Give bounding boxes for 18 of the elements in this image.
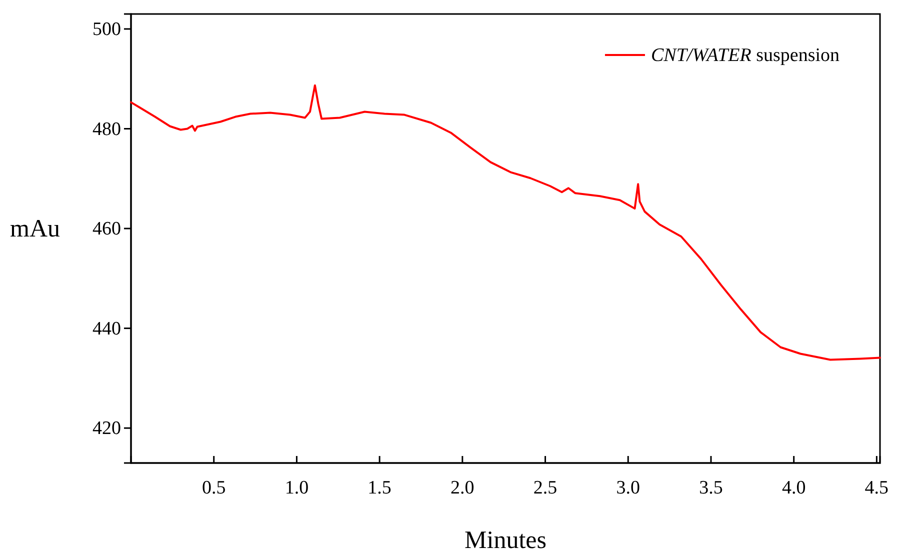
x-tick-label: 2.5 (533, 477, 558, 498)
y-tick-label: 480 (92, 118, 121, 140)
x-tick-label: 3.5 (699, 477, 723, 498)
y-tick-label: 440 (92, 318, 121, 340)
x-tick-label: 2.0 (450, 477, 474, 498)
x-tick-label: 1.5 (368, 477, 392, 498)
x-tick-label: 3.0 (616, 477, 640, 498)
x-axis-title: Minutes (464, 527, 546, 551)
y-axis-title: mAu (10, 216, 60, 243)
legend-label: CNT/WATER suspension (650, 45, 840, 66)
y-tick-label: 460 (92, 218, 121, 240)
x-tick-label: 4.5 (864, 477, 889, 498)
y-tick-label: 420 (92, 418, 121, 440)
y-tick-label: 500 (92, 19, 121, 40)
x-tick-label: 1.0 (284, 477, 309, 498)
x-tick-label: 0.5 (202, 477, 226, 498)
line-series (130, 84, 881, 361)
x-tick-label: 4.0 (782, 477, 806, 498)
